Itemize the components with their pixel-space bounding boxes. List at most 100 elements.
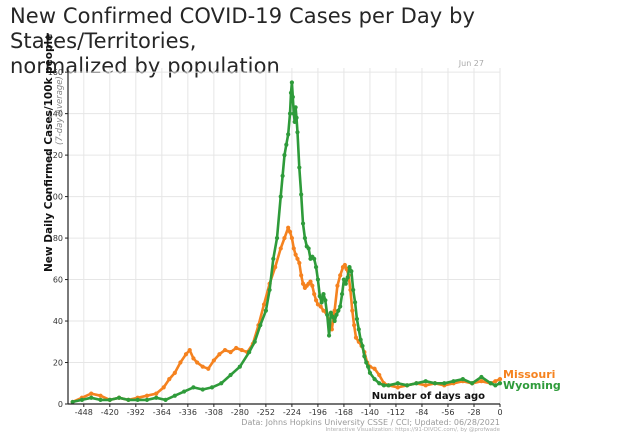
data-point-wyoming-61: [336, 308, 341, 313]
date-label: Jun 27: [458, 59, 484, 68]
data-point-wyoming-50: [315, 277, 321, 282]
data-point-wyoming-38: [294, 115, 299, 120]
data-point-missouri-22: [222, 347, 228, 353]
y-tick-label-6: 120: [48, 151, 63, 160]
data-point-wyoming-62: [338, 304, 343, 309]
data-point-missouri-9: [154, 391, 159, 396]
data-point-missouri-85: [479, 379, 484, 384]
data-point-missouri-38: [293, 252, 298, 257]
data-point-wyoming-1: [79, 397, 85, 402]
data-point-wyoming-22: [263, 308, 268, 313]
data-point-wyoming-58: [330, 314, 335, 319]
data-point-wyoming-17: [228, 372, 233, 378]
series-line-wyoming: [71, 81, 502, 404]
chart-title: New Confirmed COVID-19 Cases per Day by …: [10, 4, 630, 79]
data-point-wyoming-89: [451, 379, 456, 384]
data-point-wyoming-21: [258, 323, 263, 328]
data-point-wyoming-30: [286, 132, 291, 137]
data-point-missouri-48: [312, 291, 317, 297]
data-point-wyoming-77: [365, 364, 371, 369]
data-point-missouri-20: [211, 358, 216, 363]
data-point-wyoming-76: [364, 360, 369, 365]
data-point-wyoming-29: [284, 142, 289, 147]
data-point-missouri-76: [395, 385, 400, 390]
series-label-missouri: Missouri: [503, 368, 555, 381]
data-point-wyoming-73: [358, 337, 363, 342]
data-point-missouri-51: [318, 304, 323, 309]
series-wyoming: [70, 80, 503, 405]
data-point-wyoming-51: [317, 294, 322, 299]
data-point-missouri-13: [178, 360, 183, 365]
data-point-wyoming-32: [288, 90, 294, 95]
data-point-wyoming-49: [313, 265, 319, 270]
data-point-wyoming-31: [287, 111, 293, 116]
data-point-wyoming-4: [107, 397, 112, 402]
data-point-wyoming-0: [70, 399, 75, 405]
data-point-wyoming-83: [395, 381, 400, 386]
data-point-missouri-2: [89, 391, 94, 396]
data-point-wyoming-39: [295, 130, 300, 135]
data-point-wyoming-82: [386, 383, 391, 388]
data-point-wyoming-5: [116, 395, 122, 400]
data-point-wyoming-19: [247, 350, 252, 355]
data-point-wyoming-28: [282, 153, 287, 158]
data-point-wyoming-69: [351, 287, 356, 293]
y-axis-sublabel: (7-day Average): [55, 76, 65, 145]
chart-title-line-1: New Confirmed COVID-19 Cases per Day by …: [10, 4, 476, 53]
data-point-missouri-32: [278, 246, 283, 251]
data-point-missouri-11: [167, 377, 172, 382]
data-point-missouri-73: [377, 372, 382, 378]
y-axis-ticks: 0 20 40 60 80 100 120 140 160: [48, 68, 68, 409]
x-tick-label-3: -364: [153, 408, 171, 417]
data-point-wyoming-11: [172, 393, 177, 398]
data-point-missouri-47: [310, 283, 315, 288]
data-point-missouri-41: [299, 273, 304, 278]
data-point-wyoming-56: [326, 333, 332, 338]
data-point-wyoming-75: [362, 354, 367, 359]
data-point-wyoming-54: [323, 298, 328, 303]
data-point-missouri-31: [273, 265, 278, 270]
data-point-wyoming-64: [341, 277, 347, 282]
x-tick-label-4: -336: [179, 408, 197, 417]
data-point-wyoming-36: [292, 119, 297, 125]
data-point-missouri-49: [313, 298, 319, 303]
x-tick-label-14: -56: [441, 408, 454, 417]
data-point-wyoming-10: [163, 397, 168, 402]
data-point-wyoming-13: [191, 385, 196, 390]
data-point-wyoming-93: [488, 381, 493, 386]
data-point-wyoming-8: [144, 397, 150, 402]
data-point-wyoming-55: [325, 312, 330, 317]
data-point-missouri-40: [297, 260, 302, 266]
data-point-missouri-60: [342, 262, 347, 268]
data-point-wyoming-80: [377, 381, 382, 386]
data-point-missouri-15: [187, 347, 192, 353]
data-point-wyoming-3: [98, 397, 103, 402]
data-point-wyoming-92: [479, 374, 484, 380]
data-point-missouri-3: [98, 393, 103, 398]
data-point-wyoming-35: [291, 111, 296, 116]
data-point-missouri-14: [183, 352, 189, 357]
data-point-wyoming-14: [200, 387, 205, 392]
y-tick-label-1: 20: [53, 359, 63, 368]
y-tick-label-2: 40: [53, 317, 63, 326]
data-point-wyoming-2: [89, 395, 94, 400]
series-lines: [70, 80, 503, 405]
data-point-missouri-33: [282, 235, 287, 241]
data-point-wyoming-24: [271, 256, 276, 261]
y-tick-label-3: 60: [53, 276, 63, 285]
data-point-wyoming-27: [280, 173, 285, 178]
x-axis-label: Number of days ago: [372, 391, 485, 402]
x-tick-label-15: -28: [467, 408, 480, 417]
data-point-missouri-24: [234, 345, 239, 351]
x-tick-label-5: -308: [205, 408, 223, 417]
x-tick-label-9: -196: [309, 408, 327, 417]
data-point-wyoming-45: [306, 246, 311, 251]
data-point-wyoming-40: [297, 165, 302, 170]
credit-line-1: Data: Johns Hopkins University CSSE / CC…: [241, 418, 500, 427]
data-point-wyoming-9: [154, 395, 159, 400]
x-tick-label-12: -112: [387, 408, 405, 417]
data-point-wyoming-52: [319, 300, 324, 305]
data-point-missouri-39: [295, 256, 300, 261]
data-point-missouri-16: [191, 356, 196, 361]
data-point-wyoming-86: [423, 379, 428, 384]
